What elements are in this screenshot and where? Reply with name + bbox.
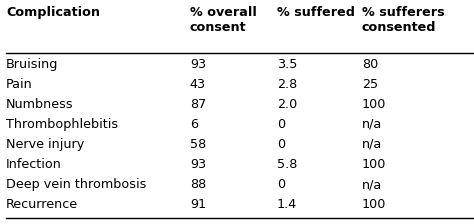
Text: 43: 43 bbox=[190, 78, 206, 91]
Text: 100: 100 bbox=[362, 158, 386, 171]
Text: 91: 91 bbox=[190, 198, 206, 211]
Text: 93: 93 bbox=[190, 158, 206, 171]
Text: Numbness: Numbness bbox=[6, 98, 74, 111]
Text: Thrombophlebitis: Thrombophlebitis bbox=[6, 118, 118, 131]
Text: 100: 100 bbox=[362, 98, 386, 111]
Text: Nerve injury: Nerve injury bbox=[6, 138, 84, 151]
Text: 87: 87 bbox=[190, 98, 206, 111]
Text: Pain: Pain bbox=[6, 78, 33, 91]
Text: 1.4: 1.4 bbox=[277, 198, 297, 211]
Text: Recurrence: Recurrence bbox=[6, 198, 78, 211]
Text: Infection: Infection bbox=[6, 158, 62, 171]
Text: 93: 93 bbox=[190, 58, 206, 71]
Text: Deep vein thrombosis: Deep vein thrombosis bbox=[6, 178, 146, 191]
Text: % overall
consent: % overall consent bbox=[190, 6, 257, 34]
Text: 100: 100 bbox=[362, 198, 386, 211]
Text: Bruising: Bruising bbox=[6, 58, 58, 71]
Text: % sufferers
consented: % sufferers consented bbox=[362, 6, 445, 34]
Text: Complication: Complication bbox=[6, 6, 100, 19]
Text: 5.8: 5.8 bbox=[277, 158, 297, 171]
Text: 2.0: 2.0 bbox=[277, 98, 297, 111]
Text: 2.8: 2.8 bbox=[277, 78, 297, 91]
Text: 0: 0 bbox=[277, 178, 285, 191]
Text: n/a: n/a bbox=[362, 178, 382, 191]
Text: 0: 0 bbox=[277, 118, 285, 131]
Text: 58: 58 bbox=[190, 138, 206, 151]
Text: 3.5: 3.5 bbox=[277, 58, 297, 71]
Text: % suffered: % suffered bbox=[277, 6, 355, 19]
Text: 0: 0 bbox=[277, 138, 285, 151]
Text: 25: 25 bbox=[362, 78, 378, 91]
Text: 80: 80 bbox=[362, 58, 378, 71]
Text: 6: 6 bbox=[190, 118, 198, 131]
Text: n/a: n/a bbox=[362, 118, 382, 131]
Text: 88: 88 bbox=[190, 178, 206, 191]
Text: n/a: n/a bbox=[362, 138, 382, 151]
